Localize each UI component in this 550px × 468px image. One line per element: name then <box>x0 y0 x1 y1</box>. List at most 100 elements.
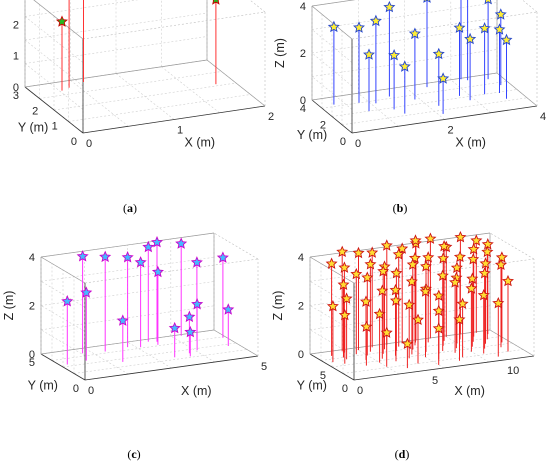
star-marker <box>151 265 164 278</box>
star-marker <box>419 285 432 297</box>
star-marker <box>337 278 350 290</box>
floor-gridline <box>358 93 399 127</box>
star-marker <box>408 251 421 264</box>
y-tick-label: 5 <box>320 370 326 382</box>
x-axis-line <box>82 105 266 134</box>
star-marker <box>352 246 365 259</box>
floor-gridline <box>444 335 490 363</box>
back-wall-gridline <box>24 12 208 41</box>
z-tick-label: 4 <box>298 252 304 264</box>
box-edge <box>351 11 538 40</box>
star-marker <box>453 250 466 263</box>
z-axis-label: Z (m) <box>273 38 287 68</box>
z-tick-label: 2 <box>300 48 306 60</box>
star-marker <box>183 310 196 323</box>
star-marker <box>389 283 402 296</box>
floor-gridline <box>53 82 237 111</box>
star-marker <box>383 0 396 13</box>
z-axis-label: Z (m) <box>271 291 285 321</box>
z-tick-label: 0 <box>298 349 304 361</box>
star-marker <box>366 246 379 258</box>
star-marker <box>326 299 339 312</box>
z-tick-label: 0 <box>13 82 19 94</box>
y-tick-label: 0 <box>73 383 79 395</box>
box-edge <box>496 72 538 107</box>
star-marker <box>406 258 419 270</box>
x-tick-label: 1 <box>177 125 183 137</box>
star-marker <box>336 245 349 258</box>
floor-gridline <box>399 341 445 369</box>
star-marker <box>466 272 479 284</box>
box-edge <box>213 232 259 260</box>
floor-gridline <box>115 73 175 120</box>
floor-gridline <box>331 89 518 117</box>
x-tick-label: 0 <box>88 385 94 397</box>
star-marker <box>478 267 491 279</box>
y-axis-line <box>309 353 355 381</box>
star-marker <box>191 297 204 310</box>
star-marker <box>121 251 134 263</box>
floor-gridline <box>68 94 251 122</box>
x-tick-label: 2 <box>448 125 454 137</box>
y-axis-label: Y (m) <box>18 121 48 135</box>
x-axis-label: X (m) <box>455 135 486 149</box>
box-edge <box>82 11 266 40</box>
star-marker <box>338 261 351 273</box>
z-tick-label: 2 <box>13 19 19 31</box>
star-marker <box>477 289 490 301</box>
back-wall-gridline <box>40 305 215 331</box>
z-tick-label: 2 <box>29 301 35 313</box>
star-marker <box>467 242 480 255</box>
star-marker <box>376 284 389 296</box>
star-marker <box>492 296 505 309</box>
side-wall-gridline <box>311 76 353 110</box>
z-tick-label: 4 <box>300 1 306 13</box>
side-wall-gridline <box>40 281 86 308</box>
box-edge <box>84 258 259 284</box>
z-tick-label: 4 <box>29 252 35 264</box>
side-wall-gridline <box>311 52 353 87</box>
star-marker <box>392 248 405 260</box>
star-marker <box>325 257 338 269</box>
x-tick-label: 0 <box>86 138 92 150</box>
star-marker <box>424 232 437 244</box>
panel-label: (c) <box>127 447 140 461</box>
panel-label: (b) <box>393 201 408 215</box>
star-marker <box>388 48 401 61</box>
star-marker <box>453 313 466 325</box>
star-marker <box>494 258 507 271</box>
star-marker <box>338 308 351 321</box>
x-tick-label: 5 <box>261 361 267 373</box>
side-wall-gridline <box>24 39 84 87</box>
y-tick-label: 4 <box>300 103 306 115</box>
star-marker <box>142 240 155 253</box>
back-wall-gridline <box>24 36 208 64</box>
star-marker <box>432 289 445 301</box>
floor-gridline <box>73 349 248 374</box>
x-tick-label: 0 <box>355 138 361 150</box>
y-tick-label: 3 <box>13 90 19 102</box>
back-wall-gridline <box>40 257 215 282</box>
star-marker <box>359 295 372 307</box>
star-marker <box>175 237 188 249</box>
box-edge <box>311 0 356 7</box>
panel-d: 0 5 10 0 5 0 2 4 X (m) Y (m) Z (m) (d) <box>271 231 535 461</box>
y-axis-line <box>311 99 353 134</box>
star-marker <box>353 21 365 33</box>
box-edge <box>489 232 535 260</box>
star-marker <box>377 265 390 277</box>
star-marker <box>481 245 494 258</box>
box-edge <box>24 59 208 88</box>
side-wall-gridline <box>24 16 84 63</box>
star-marker <box>448 276 462 288</box>
floor-gridline <box>51 336 226 361</box>
star-marker <box>494 8 507 20</box>
floor-gridline <box>62 342 237 368</box>
star-marker <box>478 22 491 34</box>
star-marker <box>432 322 445 334</box>
side-wall-gridline <box>40 305 86 332</box>
back-wall-gridline <box>311 25 498 54</box>
